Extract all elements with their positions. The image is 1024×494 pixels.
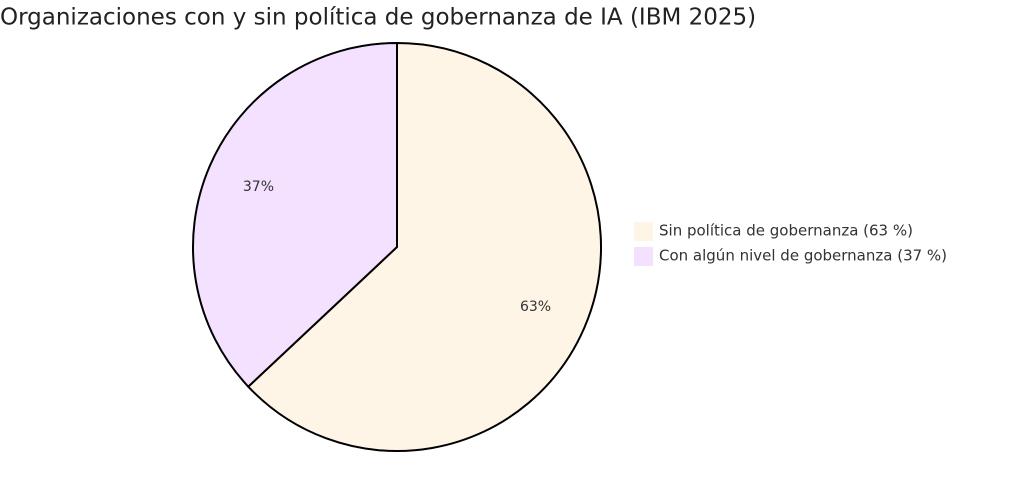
slice-label: 63% bbox=[520, 299, 551, 315]
legend-label: Con algún nivel de gobernanza (37 %) bbox=[659, 247, 947, 265]
legend-swatch bbox=[634, 222, 653, 241]
pie-slice bbox=[246, 41, 602, 452]
chart-title: Organizaciones con y sin política de gob… bbox=[0, 5, 756, 31]
slice-label: 37% bbox=[243, 179, 274, 195]
pie-slice bbox=[191, 41, 398, 389]
legend-label: Sin política de gobernanza (63 %) bbox=[659, 222, 913, 240]
legend-swatch bbox=[634, 247, 653, 266]
